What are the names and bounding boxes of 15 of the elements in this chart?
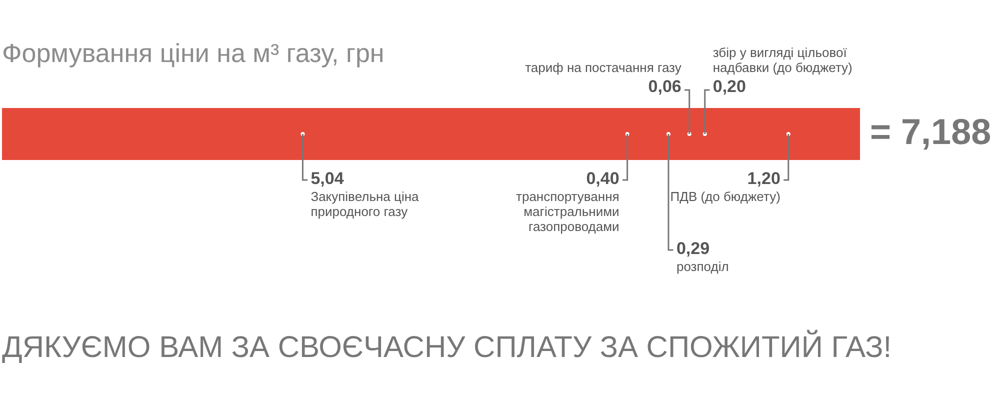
text: розподіл	[676, 259, 729, 274]
data-label: 0,06	[648, 77, 682, 96]
text: тариф на постачання газу	[525, 60, 682, 75]
text: транспортування магістральними газопроводами	[516, 189, 620, 234]
data-label: 0,29	[676, 239, 710, 258]
data-label: 0,40	[586, 169, 620, 188]
chart-title: Формування ціни на м³ газу, грн	[2, 38, 384, 68]
text: Закупівельна ціна природного газу	[310, 189, 420, 219]
data-label: 0,20	[712, 77, 746, 96]
text: ПДВ (до бюджету)	[670, 189, 780, 204]
data-label: 5,04	[310, 169, 344, 188]
total-label: = 7,188	[870, 110, 992, 152]
data-label: 1,20	[747, 169, 780, 188]
text: збір у вигляді цільової надбавки (до бюджету)	[712, 45, 852, 75]
text: ДЯКУЄМО ВАМ ЗА СВОЄЧАСНУ СПЛАТУ ЗА СПОЖИТИЙ ГАЗ!	[2, 329, 892, 364]
